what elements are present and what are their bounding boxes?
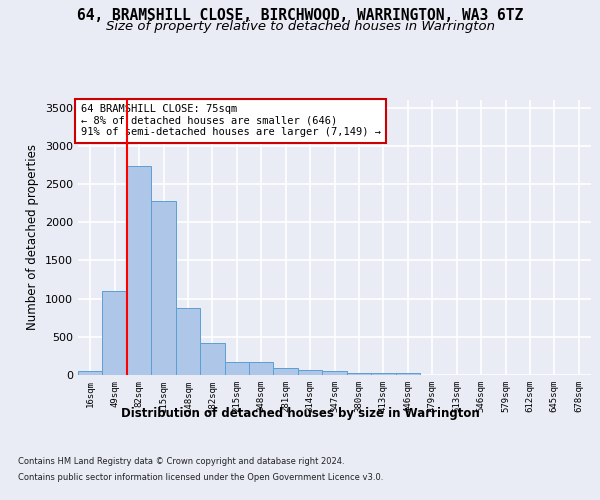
- Text: 64, BRAMSHILL CLOSE, BIRCHWOOD, WARRINGTON, WA3 6TZ: 64, BRAMSHILL CLOSE, BIRCHWOOD, WARRINGT…: [77, 8, 523, 22]
- Bar: [249, 362, 274, 375]
- Bar: [298, 370, 322, 375]
- Bar: [274, 368, 298, 375]
- Text: Size of property relative to detached houses in Warrington: Size of property relative to detached ho…: [106, 20, 494, 33]
- Bar: [200, 343, 224, 375]
- Bar: [151, 201, 176, 375]
- Bar: [103, 291, 127, 375]
- Bar: [347, 372, 371, 375]
- Y-axis label: Number of detached properties: Number of detached properties: [26, 144, 40, 330]
- Bar: [395, 374, 420, 375]
- Text: Contains public sector information licensed under the Open Government Licence v3: Contains public sector information licen…: [18, 472, 383, 482]
- Bar: [224, 362, 249, 375]
- Text: 64 BRAMSHILL CLOSE: 75sqm
← 8% of detached houses are smaller (646)
91% of semi-: 64 BRAMSHILL CLOSE: 75sqm ← 8% of detach…: [80, 104, 380, 138]
- Bar: [322, 371, 347, 375]
- Text: Distribution of detached houses by size in Warrington: Distribution of detached houses by size …: [121, 408, 479, 420]
- Bar: [78, 371, 103, 375]
- Bar: [127, 166, 151, 375]
- Bar: [371, 372, 395, 375]
- Text: Contains HM Land Registry data © Crown copyright and database right 2024.: Contains HM Land Registry data © Crown c…: [18, 458, 344, 466]
- Bar: [176, 308, 200, 375]
